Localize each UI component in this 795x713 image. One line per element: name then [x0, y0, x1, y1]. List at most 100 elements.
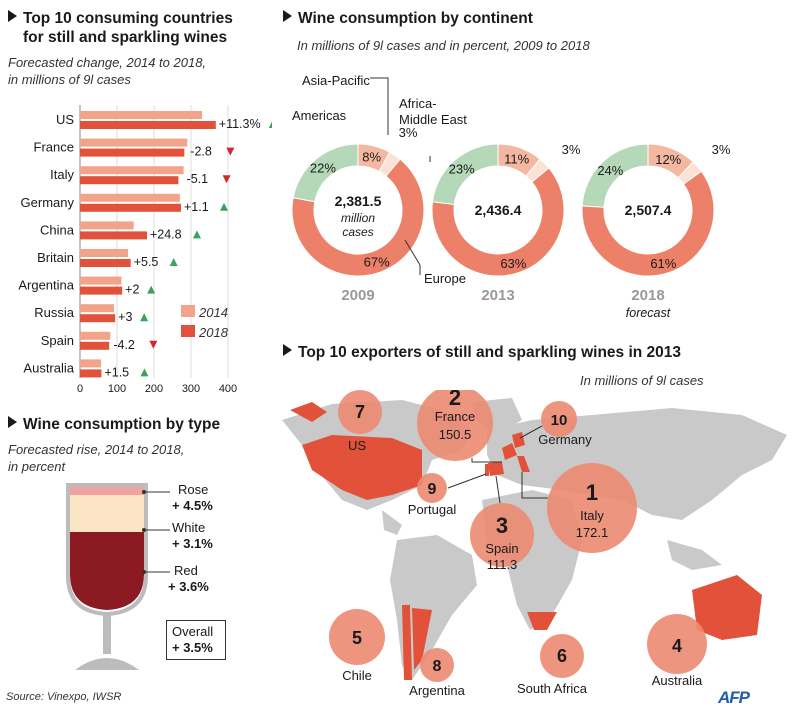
source-note: Source: Vinexpo, IWSR — [6, 691, 122, 703]
rose-label: Rose — [178, 482, 209, 497]
slice-pct-label: 3% — [399, 125, 418, 140]
change-label: +3 — [118, 310, 132, 324]
donut-slice-americas — [581, 143, 649, 208]
slice-pct-label: 23% — [449, 162, 475, 177]
exporter-bubble-italy — [547, 463, 637, 553]
leader-line-asia — [370, 77, 389, 135]
leader-line-france — [471, 458, 502, 463]
exporter-rank: 5 — [352, 628, 362, 648]
overall-value: + 3.5% — [172, 640, 213, 655]
title-triangle-icon — [8, 416, 17, 428]
exporter-bubble-chile — [329, 609, 385, 665]
x-tick-label: 300 — [182, 383, 200, 395]
rose-value: + 4.5% — [172, 498, 213, 513]
bar-2018 — [80, 148, 185, 157]
bar-2014 — [80, 138, 188, 147]
bar-2018 — [80, 259, 131, 267]
exporter-rank: 7 — [355, 402, 365, 422]
label-africa-line2: Middle East — [399, 112, 467, 127]
bar-2018 — [80, 286, 123, 295]
bar-2014 — [80, 166, 184, 175]
exporter-rank: 6 — [557, 646, 567, 666]
white-layer — [70, 495, 144, 532]
country-label: Argentina — [18, 278, 74, 293]
country-label: Australia — [23, 360, 74, 375]
country-label: Germany — [21, 195, 75, 210]
legend-2018-label: 2018 — [199, 325, 228, 340]
bar-2014 — [80, 193, 180, 202]
exporters-title: Top 10 exporters of still and sparkling … — [283, 344, 681, 362]
country-label: Italy — [50, 167, 74, 182]
chile-land — [402, 605, 412, 680]
change-label: -5.1 — [187, 172, 209, 186]
donut-total: 2,507.4 — [625, 202, 672, 218]
exporter-bubble-spain — [470, 503, 534, 567]
alaska-land — [290, 402, 327, 422]
x-tick-label: 0 — [77, 383, 83, 395]
consumers-subtitle-line2: in millions of 9l cases — [8, 72, 131, 87]
type-subtitle-line2: in percent — [8, 459, 66, 474]
bar-2018 — [80, 203, 182, 212]
down-arrow-icon — [222, 175, 231, 184]
x-tick-label: 400 — [219, 383, 237, 395]
continent-title-text: Wine consumption by continent — [298, 10, 533, 27]
donut-total: 2,381.5 — [335, 193, 382, 209]
bar-2014 — [80, 221, 134, 230]
exporter-name: Germany — [538, 432, 592, 447]
change-label: +5.5 — [134, 255, 159, 269]
consumers-title-line2: for still and sparkling wines — [23, 29, 228, 46]
country-label: China — [40, 222, 75, 237]
donut-slice-americas — [431, 143, 499, 206]
up-arrow-icon — [147, 285, 156, 294]
type-subtitle-line1: Forecasted rise, 2014 to 2018, — [8, 442, 185, 457]
exporter-rank: 3 — [496, 513, 508, 538]
red-label: Red — [174, 563, 198, 578]
donut-year: 2018 — [631, 287, 664, 304]
slice-pct-label: 3% — [562, 142, 581, 157]
bar-2018 — [80, 121, 216, 129]
slice-pct-label: 67% — [364, 255, 390, 270]
change-label: +1.5 — [104, 365, 129, 379]
leader-line-spain — [495, 475, 501, 504]
france-land — [502, 443, 517, 460]
up-arrow-icon — [220, 202, 229, 211]
legend-2014-label: 2014 — [199, 305, 228, 320]
exporter-name: South Africa — [517, 681, 588, 696]
up-arrow-icon — [169, 258, 178, 266]
consumers-bar-chart: 0 100 200 300 400 US +11.3% France -2.8 Italy -5.1… — [18, 105, 272, 395]
slice-pct-label: 3% — [712, 142, 731, 157]
bar-2018 — [80, 369, 102, 378]
central-america-land — [382, 510, 402, 535]
x-tick-label: 100 — [108, 383, 126, 395]
exporter-bubble-portugal — [417, 473, 447, 503]
label-americas: Americas — [292, 108, 347, 123]
label-asia-pacific: Asia-Pacific — [302, 73, 370, 88]
continent-title: Wine consumption by continent — [283, 10, 533, 28]
portugal-land — [485, 464, 489, 476]
type-title-text: Wine consumption by type — [23, 416, 221, 433]
exporter-bubble-germany — [541, 401, 577, 437]
white-pointer-dot — [142, 528, 146, 532]
bar-2018 — [80, 231, 147, 240]
leader-line-europe — [404, 239, 421, 275]
country-label: US — [56, 112, 74, 127]
wine-glass-graphic — [66, 483, 170, 670]
title-triangle-icon — [8, 10, 17, 22]
red-value: + 3.6% — [168, 579, 209, 594]
red-pointer-dot — [142, 570, 146, 574]
bar-2018 — [80, 314, 116, 323]
overall-box: Overall + 3.5% — [166, 620, 226, 660]
down-arrow-icon — [226, 147, 235, 156]
country-label: Russia — [34, 305, 75, 320]
slice-pct-label: 22% — [310, 161, 336, 176]
white-value: + 3.1% — [172, 536, 213, 551]
rose-pointer-dot — [142, 490, 146, 494]
donut-slice-europe — [431, 167, 565, 277]
type-title: Wine consumption by type — [8, 416, 220, 434]
continent-subtitle: In millions of 9l cases and in percent, … — [297, 38, 590, 53]
us-land — [302, 435, 422, 500]
exporter-rank: 10 — [551, 412, 568, 429]
exporters-subtitle: In millions of 9l cases — [580, 373, 704, 388]
exporter-name: Italy — [580, 508, 604, 523]
